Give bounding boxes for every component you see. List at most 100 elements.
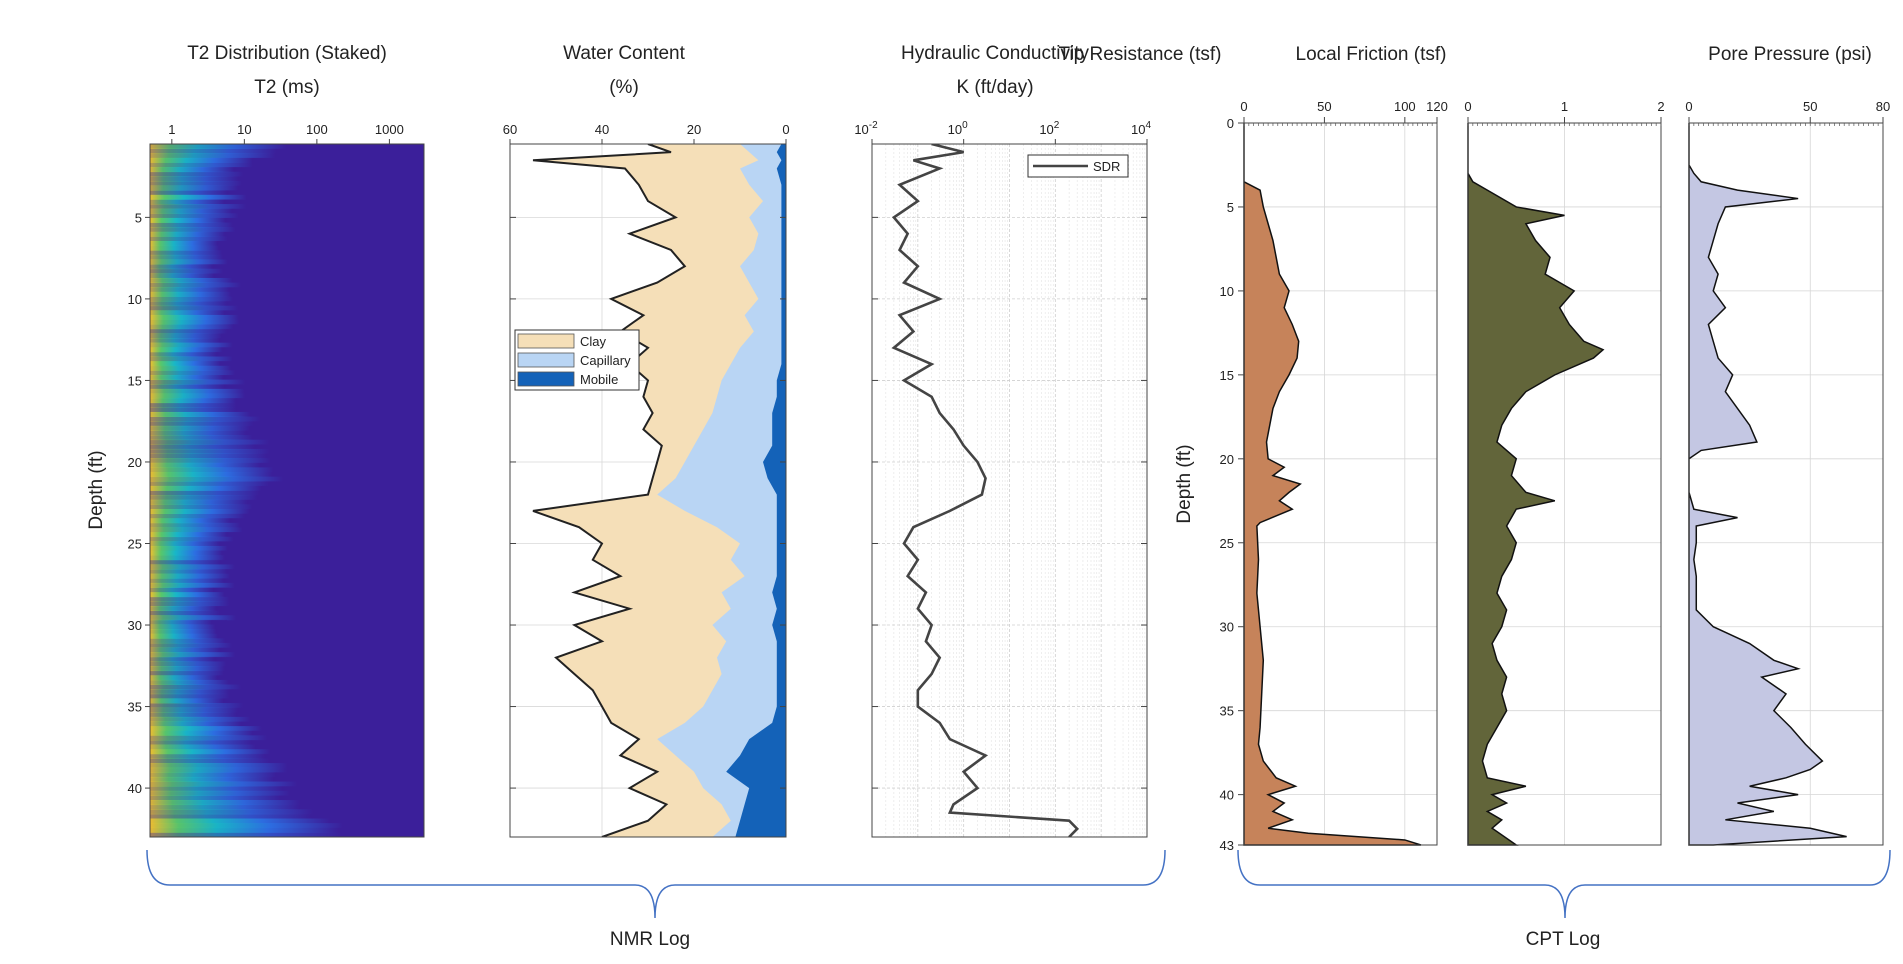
t2-heatmap-row [150, 587, 230, 593]
t2-heatmap-row [150, 254, 242, 260]
lf-minor-ticks [1467, 123, 1662, 126]
t2-ylabel: Depth (ft) [86, 450, 107, 529]
t2-heatmap-row [150, 513, 269, 519]
t2-heatmap-row [150, 250, 241, 256]
nmr-bracket [146, 849, 1166, 919]
legend-label-clay: Clay [580, 334, 607, 349]
t2-heatmap-row [150, 365, 252, 371]
k-xtick-exp: 4 [1145, 120, 1151, 131]
t2-heatmap-row [150, 259, 248, 265]
t2-heatmap-row [150, 287, 250, 293]
t2-heatmap-row [150, 435, 279, 441]
tip-ytick-label: 5 [1227, 200, 1234, 215]
t2-heatmap-row [150, 522, 263, 528]
t2-heatmap-row [150, 508, 275, 514]
t2-xlabel: T2 (ms) [254, 77, 319, 98]
tip-minor-ticks [1243, 123, 1438, 126]
tip-xtick-label: 0 [1240, 99, 1247, 114]
t2-heatmap-row [150, 231, 244, 237]
t2-heatmap-row [150, 444, 282, 450]
tip-xtick-label: 100 [1394, 99, 1416, 114]
tip-ytick-label: 30 [1220, 620, 1234, 635]
pp-xtick-label: 0 [1685, 99, 1692, 114]
pp-area [1688, 123, 1847, 846]
t2-heatmap-row [150, 652, 257, 658]
tip-title: Tip Resistance (tsf) [1059, 44, 1222, 65]
wc-xtick-label: 0 [782, 122, 789, 137]
t2-heatmap-row [150, 559, 238, 565]
panel-local-friction: Local Friction (tsf) 0 1 2 [1296, 44, 1665, 846]
k-xtick-label: 100 [948, 120, 968, 137]
k-legend: SDR [1027, 154, 1129, 178]
t2-heatmap-row [150, 767, 322, 773]
t2-heatmap-row [150, 176, 261, 182]
t2-heatmap-row [150, 476, 317, 482]
t2-heatmap-row [150, 338, 238, 344]
t2-heatmap-row [150, 217, 245, 223]
t2-heatmap-row [150, 425, 275, 431]
tip-xtick-label: 120 [1426, 99, 1448, 114]
t2-heatmap-row [150, 698, 242, 704]
tip-xticks: 0 50 100 120 [1240, 99, 1448, 123]
t2-heatmap-row [150, 670, 243, 676]
t2-heatmap-row [150, 776, 305, 782]
t2-heatmap-row [150, 402, 259, 408]
t2-heatmap-row [150, 180, 265, 186]
lf-xtick-label: 2 [1657, 99, 1664, 114]
t2-heatmap-row [150, 190, 247, 196]
t2-heatmap-row [150, 351, 234, 357]
lf-xticks: 0 1 2 [1464, 99, 1665, 123]
t2-heatmap-row [150, 541, 238, 547]
t2-heatmap-row [150, 772, 308, 778]
t2-heatmap-row [150, 448, 300, 454]
t2-heatmap-row [150, 642, 253, 648]
tip-ylabel: Depth (ft) [1174, 444, 1195, 523]
wc-capillary-area [657, 144, 786, 837]
k-xtick-label: 102 [1039, 120, 1059, 137]
t2-ytick-label: 5 [135, 210, 142, 225]
k-xticks: 10-2 100 102 104 [854, 120, 1151, 144]
k-title: Hydraulic Conductivity [901, 43, 1089, 64]
t2-heatmap-row [150, 314, 261, 320]
pp-xtick-label: 80 [1876, 99, 1890, 114]
k-xtick-base: 10 [1039, 122, 1053, 137]
t2-heatmap-row [150, 208, 253, 214]
cpt-group-label: CPT Log [1526, 929, 1601, 950]
t2-yticks: 5 10 15 20 25 30 35 40 [128, 210, 150, 796]
t2-heatmap-row [150, 656, 232, 662]
t2-xticks: 1 10 100 1000 [168, 122, 404, 144]
t2-heatmap-row [150, 375, 243, 381]
t2-heatmap-row [150, 527, 266, 533]
tip-ytick-label: 15 [1220, 368, 1234, 383]
t2-heatmap-row [150, 398, 258, 404]
tip-ytick-label: 20 [1220, 452, 1234, 467]
t2-xtick-label: 100 [306, 122, 328, 137]
k-xlabel: K (ft/day) [956, 77, 1033, 98]
wc-xlabel: (%) [609, 77, 639, 98]
t2-heatmap-row [150, 153, 307, 159]
t2-heatmap-row [150, 592, 244, 598]
t2-heatmap-row [150, 786, 316, 792]
t2-heatmap-row [150, 827, 386, 833]
t2-ytick-label: 25 [128, 536, 142, 551]
t2-heatmap-row [150, 421, 279, 427]
panel-t2-distribution: T2 Distribution (Staked) T2 (ms) 1 10 100 1… [86, 43, 425, 838]
t2-heatmap-row [150, 675, 235, 681]
t2-heatmap-row [150, 749, 301, 755]
t2-heatmap-row [150, 453, 296, 459]
t2-heatmap-row [150, 578, 243, 584]
t2-heatmap-row [150, 832, 390, 837]
wc-legend: Clay Capillary Mobile [514, 329, 640, 391]
t2-heatmap-row [150, 458, 301, 464]
t2-heatmap-row [150, 291, 252, 297]
t2-heatmap-row [150, 564, 256, 570]
t2-heatmap-row [150, 301, 247, 307]
legend-label-mobile: Mobile [580, 372, 618, 387]
t2-heatmap-row [150, 679, 249, 685]
t2-heatmap-row [150, 361, 239, 367]
wc-mobile-area [726, 144, 786, 837]
t2-heatmap-row [150, 273, 231, 279]
t2-heatmap-row [150, 619, 227, 625]
t2-heatmap-row [150, 467, 305, 473]
legend-swatch-capillary [517, 352, 575, 368]
